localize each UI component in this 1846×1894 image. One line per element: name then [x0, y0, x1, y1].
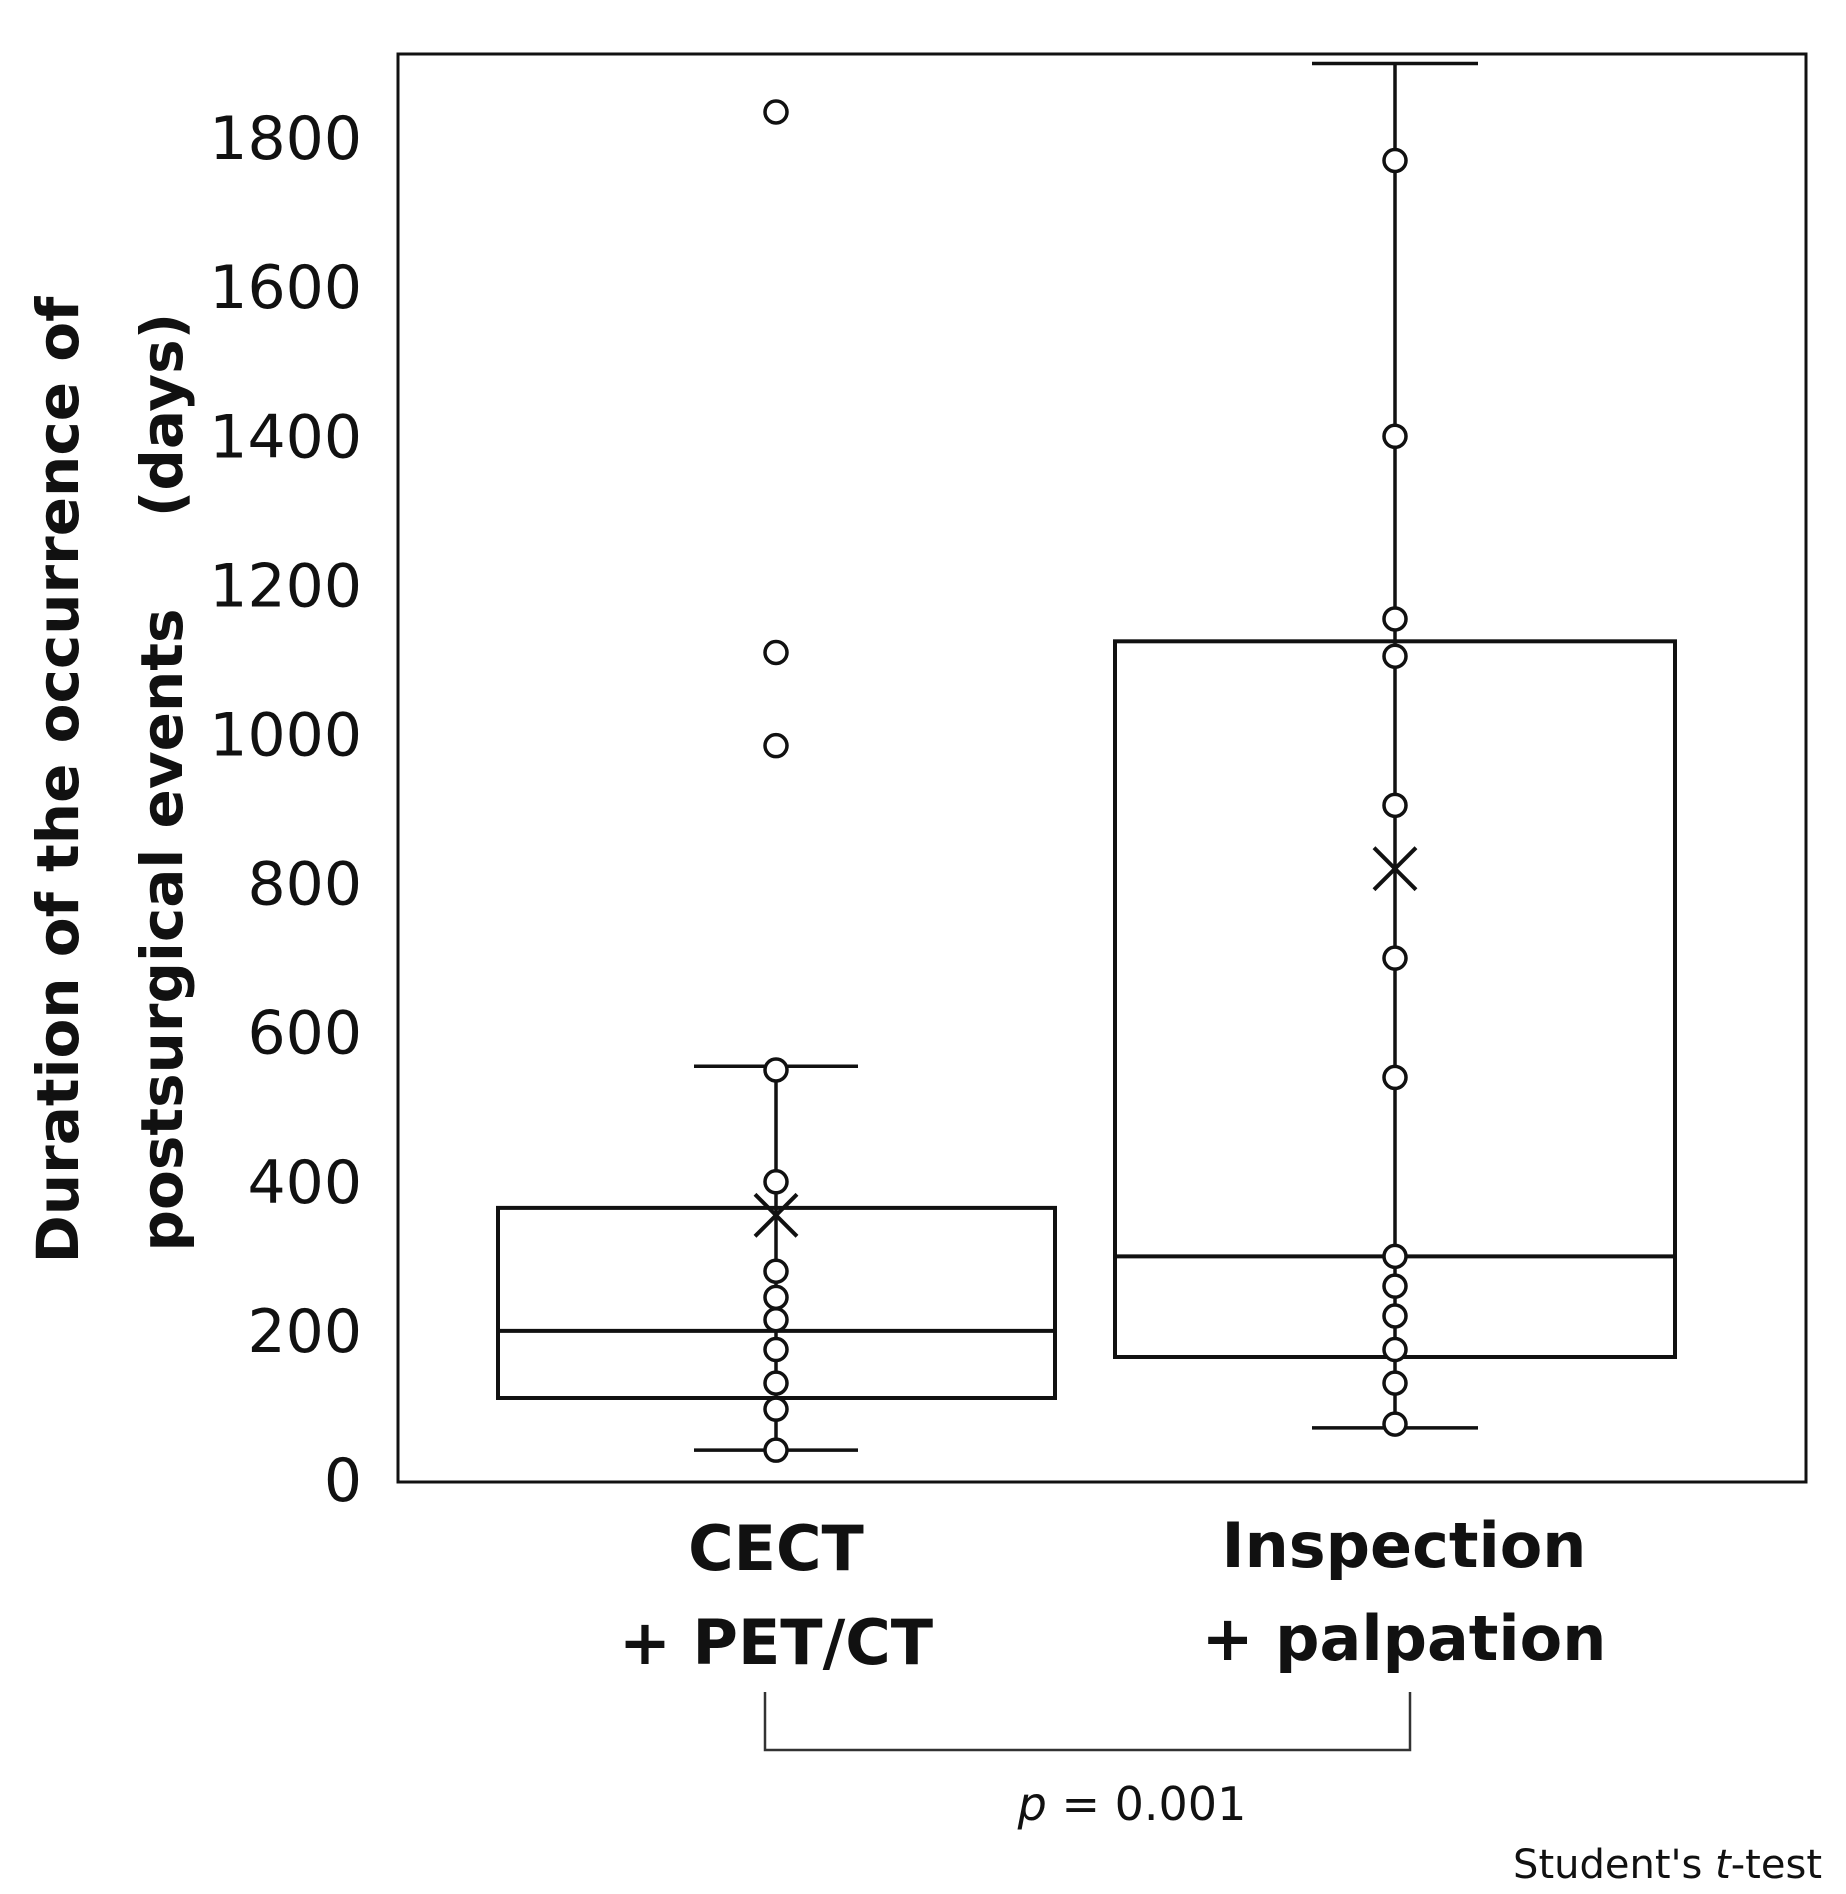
data-point [763, 1437, 789, 1463]
mean-marker [1372, 846, 1418, 892]
data-point [763, 1336, 789, 1363]
data-point [763, 1306, 789, 1333]
data-point [763, 1284, 789, 1311]
y-axis-label-line2: postsurgical events [128, 608, 196, 1251]
data-point [1382, 1273, 1408, 1299]
box-group-0 [496, 99, 1057, 1463]
mean-marker [753, 1192, 799, 1238]
data-point [763, 1370, 789, 1396]
category-label-inspection-line2: + palpation [1202, 1602, 1607, 1675]
y-tick-label: 0 [324, 1446, 362, 1516]
significance-bracket [763, 1692, 1412, 1752]
p-value-label: p = 0.001 [1017, 1777, 1247, 1831]
plot-frame [396, 52, 1808, 1484]
y-axis-label-line1: Duration of the occurrence of [24, 296, 92, 1263]
y-axis-label-unit: (days) [128, 313, 196, 517]
data-point [763, 639, 789, 666]
data-point [1382, 945, 1408, 971]
y-tick-label: 1600 [209, 253, 362, 323]
data-point [763, 1169, 789, 1195]
y-tick-label: 400 [247, 1148, 362, 1218]
statistical-test-label: Student's t-test [1513, 1842, 1822, 1888]
y-tick-label: 600 [247, 999, 362, 1069]
data-point [763, 1396, 789, 1422]
data-point [763, 732, 789, 759]
y-tick-label: 200 [247, 1297, 362, 1367]
y-axis-ticks: 0 200 400 600 800 1000 1200 1400 1600 1800 [209, 104, 362, 1516]
y-tick-label: 1800 [209, 104, 362, 174]
data-point [763, 99, 789, 125]
data-point [1382, 147, 1408, 174]
data-point [1382, 1064, 1408, 1091]
data-point [1382, 423, 1408, 450]
y-tick-label: 1400 [209, 402, 362, 472]
category-label-cect-line1: CECT [688, 1512, 864, 1585]
data-point [1382, 792, 1408, 819]
data-point [1382, 1336, 1408, 1363]
data-point [763, 1057, 789, 1083]
y-tick-label: 1200 [209, 551, 362, 621]
y-tick-label: 1000 [209, 701, 362, 771]
data-point [1382, 1243, 1408, 1270]
data-point [1382, 1370, 1408, 1396]
data-point [1382, 1411, 1408, 1437]
box-group-1 [1113, 61, 1677, 1437]
category-label-inspection-line1: Inspection [1222, 1509, 1587, 1582]
y-tick-label: 800 [247, 850, 362, 920]
data-point [1382, 606, 1408, 632]
data-point [763, 1258, 789, 1285]
data-point [1382, 643, 1408, 669]
category-label-cect-line2: + PET/CT [619, 1606, 933, 1679]
data-point [1382, 1303, 1408, 1329]
box-series [496, 61, 1677, 1463]
